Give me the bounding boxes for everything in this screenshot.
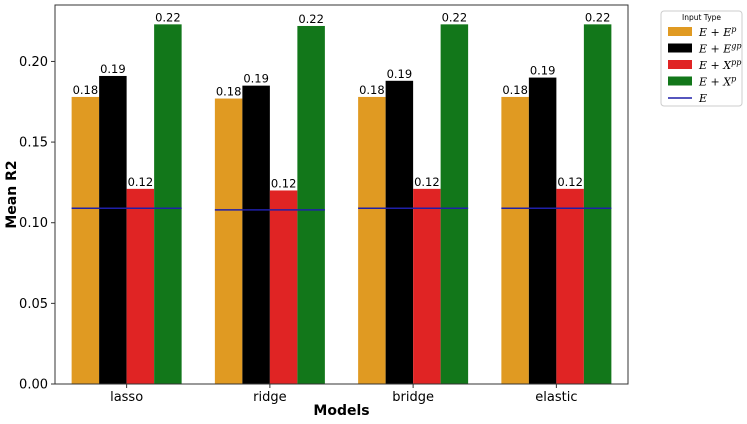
bar-ridge-series-4 bbox=[297, 25, 325, 385]
bars-layer bbox=[71, 24, 612, 385]
data-label-bridge-series-2: 0.19 bbox=[387, 67, 413, 81]
bar-elastic-series-1 bbox=[501, 96, 529, 384]
legend-label-3: E + Xpp bbox=[698, 58, 741, 72]
plot-frame bbox=[54, 4, 629, 385]
y-tick-label-0: 0.00 bbox=[19, 378, 48, 393]
bar-elastic-series-4 bbox=[583, 24, 612, 385]
data-label-bridge-series-4: 0.22 bbox=[442, 10, 468, 24]
bar-bridge-series-1 bbox=[358, 96, 386, 384]
bar-lasso-series-2 bbox=[99, 75, 127, 384]
y-tick-label-2: 0.10 bbox=[19, 216, 48, 231]
bar-bridge-series-2 bbox=[385, 80, 414, 385]
data-label-ridge-series-2: 0.19 bbox=[243, 72, 269, 86]
x-tick-label-elastic: elastic bbox=[535, 390, 577, 405]
y-axis: 0.00 0.05 0.10 0.15 0.20 bbox=[19, 55, 55, 393]
bar-bridge-series-3 bbox=[413, 188, 441, 384]
data-label-elastic-series-4: 0.22 bbox=[585, 10, 611, 24]
data-label-elastic-series-2: 0.19 bbox=[530, 64, 556, 78]
data-label-ridge-series-4: 0.22 bbox=[298, 12, 324, 26]
legend-label-5: E bbox=[698, 92, 707, 105]
data-label-elastic-series-3: 0.12 bbox=[557, 175, 583, 189]
legend: Input Type E + Ep E + Egp E + Xpp E + Xp E bbox=[660, 10, 743, 107]
legend-entries: E + Ep E + Egp E + Xpp E + Xp E bbox=[668, 25, 742, 105]
legend-swatch-2 bbox=[668, 43, 692, 53]
bar-elastic-series-2 bbox=[528, 77, 557, 385]
data-label-ridge-series-3: 0.12 bbox=[271, 176, 297, 190]
bar-lasso-series-4 bbox=[154, 24, 182, 385]
data-label-bridge-series-3: 0.12 bbox=[414, 175, 440, 189]
data-label-lasso-series-4: 0.22 bbox=[155, 10, 181, 24]
data-label-lasso-series-1: 0.18 bbox=[73, 83, 99, 97]
x-tick-label-lasso: lasso bbox=[110, 390, 143, 405]
y-axis-title: Mean R2 bbox=[4, 160, 20, 228]
x-tick-label-ridge: ridge bbox=[253, 390, 286, 405]
bar-bridge-series-4 bbox=[440, 24, 469, 385]
legend-label-1: E + Ep bbox=[698, 25, 736, 39]
data-label-bridge-series-1: 0.18 bbox=[359, 83, 385, 97]
bar-elastic-series-3 bbox=[556, 188, 584, 384]
y-tick-label-1: 0.05 bbox=[19, 297, 48, 312]
data-label-elastic-series-1: 0.18 bbox=[502, 83, 528, 97]
data-label-ridge-series-1: 0.18 bbox=[216, 85, 242, 99]
bar-ridge-series-1 bbox=[214, 98, 243, 384]
legend-swatch-3 bbox=[668, 60, 692, 69]
data-label-lasso-series-3: 0.12 bbox=[128, 175, 154, 189]
legend-swatch-4 bbox=[668, 76, 692, 86]
legend-title: Input Type bbox=[682, 13, 721, 22]
bar-lasso-series-1 bbox=[71, 96, 100, 384]
bar-ridge-series-2 bbox=[242, 85, 270, 384]
x-axis: lasso ridge bridge elastic bbox=[110, 384, 577, 405]
baseline-lines-layer bbox=[71, 207, 612, 211]
data-label-lasso-series-2: 0.19 bbox=[100, 62, 126, 76]
data-labels-layer: 0.180.190.120.220.180.190.120.220.180.19… bbox=[73, 10, 611, 190]
legend-label-4: E + Xp bbox=[698, 75, 736, 89]
legend-label-2: E + Egp bbox=[698, 42, 742, 56]
bar-lasso-series-3 bbox=[126, 188, 155, 384]
x-axis-title: Models bbox=[313, 403, 369, 419]
x-tick-label-bridge: bridge bbox=[392, 390, 434, 405]
legend-swatch-1 bbox=[668, 27, 692, 36]
bar-ridge-series-3 bbox=[269, 190, 298, 384]
y-tick-label-4: 0.20 bbox=[19, 55, 48, 70]
y-tick-label-3: 0.15 bbox=[19, 136, 48, 151]
